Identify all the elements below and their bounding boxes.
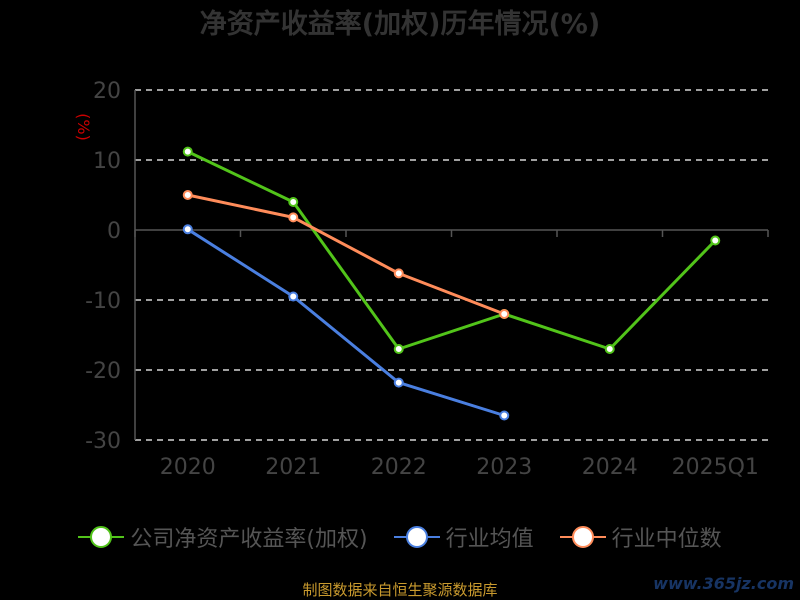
series-line-1 <box>186 228 505 417</box>
source-note: 制图数据来自恒生聚源数据库 <box>302 581 498 599</box>
y-tick-label: 0 <box>107 219 121 244</box>
data-point <box>499 309 510 319</box>
x-tick-label: 2023 <box>476 455 532 480</box>
series-line-2 <box>187 193 505 316</box>
x-tick-label: 2024 <box>582 455 638 480</box>
legend-label: 行业中位数 <box>611 527 722 552</box>
y-tick-label: 10 <box>93 149 121 174</box>
data-point <box>393 344 404 354</box>
y-tick-label: -30 <box>85 429 121 454</box>
legend-item-industry-median[interactable]: 行业中位数 <box>559 521 722 553</box>
y-tick-label: 20 <box>93 79 121 104</box>
grid-lines <box>135 89 768 441</box>
legend-marker-icon <box>393 525 440 549</box>
y-axis-label: (%) <box>74 113 93 141</box>
legend-item-company[interactable]: 公司净资产收益率(加权) <box>78 521 368 553</box>
legend-label: 行业均值 <box>445 527 534 552</box>
data-point <box>288 197 299 207</box>
legend-item-industry-mean[interactable]: 行业均值 <box>393 521 534 553</box>
x-tick-label: 2025Q1 <box>672 455 759 480</box>
data-point <box>393 377 404 388</box>
legend-label: 公司净资产收益率(加权) <box>130 527 368 552</box>
data-point <box>499 410 510 421</box>
axes <box>134 90 769 440</box>
data-point <box>182 190 193 200</box>
x-tick-label: 2021 <box>265 455 321 480</box>
data-point <box>604 344 615 354</box>
series-line-0 <box>187 150 717 351</box>
series-lines <box>182 146 721 421</box>
data-point <box>288 291 299 302</box>
watermark-logo: www.365jz.com <box>653 574 794 593</box>
y-tick-label: -20 <box>85 359 121 384</box>
tick-labels: 20 10 0 -10 -20 -30 2020 2021 2022 2023 2024 2025Q1… <box>74 79 759 480</box>
data-point <box>393 268 404 279</box>
legend-marker-icon <box>559 525 606 549</box>
legend-marker-icon <box>78 525 125 549</box>
chart-title: 净资产收益率(加权)历年情况(%) <box>199 9 601 40</box>
x-tick-label: 2022 <box>371 455 427 480</box>
y-tick-label: -10 <box>85 289 121 314</box>
data-point <box>710 235 721 246</box>
data-point <box>288 212 299 223</box>
data-point <box>182 146 193 157</box>
data-point <box>182 224 193 235</box>
x-tick-label: 2020 <box>160 455 216 480</box>
legend: 公司净资产收益率(加权) 行业均值 行业中位数 <box>0 520 800 554</box>
